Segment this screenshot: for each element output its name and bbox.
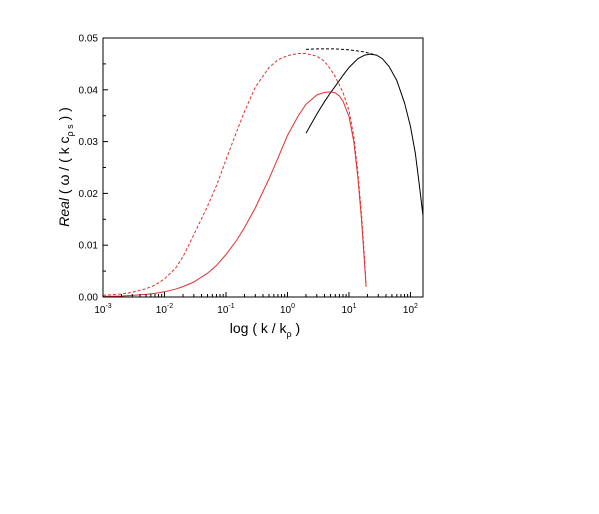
x-axis-title-prefix: log ( k / k [230,320,288,336]
y-tick-label-2: 0.02 [79,189,99,200]
y-axis-title-part1: ( ω / ( k c [56,136,72,197]
x-tick-base: 10 [156,305,168,316]
x-tick-exponent: 1 [353,303,357,310]
y-axis-title-part2: ) ) [56,107,72,124]
y-tick-label-0: 0.00 [79,293,99,304]
x-tick-base: 10 [280,305,292,316]
series-line-3 [102,91,367,297]
y-tick-label-1: 0.01 [79,241,99,252]
x-axis-title: log ( k / kρ ) [230,320,300,339]
y-axis-title-italic: Real [56,197,72,227]
series-line-4 [102,53,367,296]
x-tick-exponent: 0 [291,303,295,310]
x-tick-label-0: 10-3 [94,303,111,316]
x-axis-ticks: 10-3 10-2 10-1 100 101 102 [94,292,418,316]
x-tick-exponent: -1 [228,303,234,310]
x-tick-label-1: 10-2 [156,303,173,316]
x-tick-label-4: 101 [341,303,356,316]
x-tick-exponent: -3 [105,303,111,310]
series-layer [102,48,424,297]
y-tick-label-4: 0.04 [79,85,99,96]
x-tick-base: 10 [341,305,353,316]
x-tick-base: 10 [94,305,106,316]
y-axis-ticks: 0.00 0.01 0.02 0.03 0.04 0.05 [79,34,108,304]
x-tick-base: 10 [403,305,415,316]
y-tick-label-3: 0.03 [79,137,99,148]
x-tick-exponent: -2 [167,303,173,310]
x-axis-title-subscript: ρ [287,329,292,339]
y-axis-title-subscript: ρ s [65,124,75,137]
y-axis-title: Real ( ω / ( k cρ s ) ) [56,107,75,227]
series-line-1 [305,53,424,216]
y-tick-label-5: 0.05 [79,34,99,45]
x-tick-exponent: 2 [414,303,418,310]
x-tick-label-2: 10-1 [217,303,234,316]
x-tick-label-5: 102 [403,303,418,316]
x-tick-label-3: 100 [280,303,295,316]
x-tick-base: 10 [217,305,229,316]
x-axis-title-suffix: ) [292,320,301,336]
series-line-2 [305,48,375,56]
